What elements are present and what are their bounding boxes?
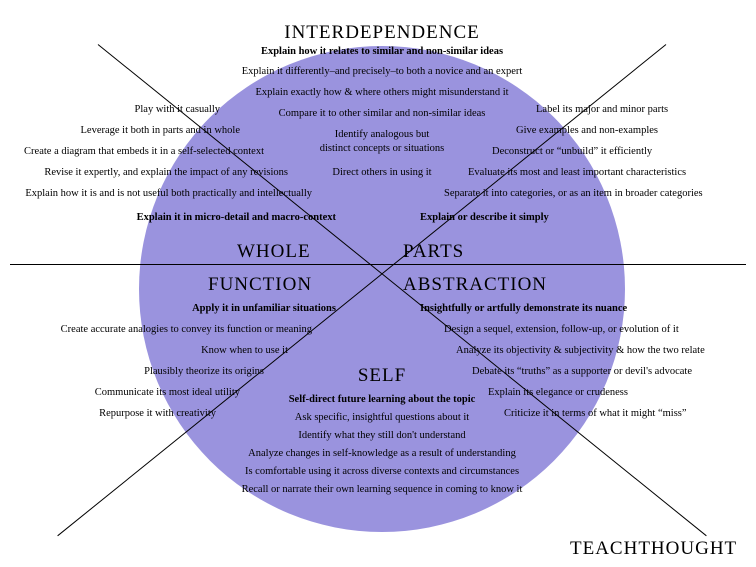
parts-line-2: Deconstruct or “unbuild” it efficiently <box>492 147 652 158</box>
heading-self: SELF <box>358 365 406 387</box>
self-line-3: Is comfortable using it across diverse c… <box>245 467 519 478</box>
self-line-2: Analyze changes in self-knowledge as a r… <box>248 449 516 460</box>
interdependence-line-3a: Identify analogous but <box>335 130 429 141</box>
interdependence-line-4: Direct others in using it <box>332 168 431 179</box>
whole-line-2: Create a diagram that embeds it in a sel… <box>24 147 264 158</box>
whole-bold: Explain it in micro-detail and macro-con… <box>137 213 336 224</box>
function-bold: Apply it in unfamiliar situations <box>192 304 336 315</box>
parts-line-0: Label its major and minor parts <box>536 105 668 116</box>
heading-teachthought: TEACHTHOUGHT <box>570 538 737 560</box>
function-line-4: Repurpose it with creativity <box>99 409 216 420</box>
abstraction-line-4: Criticize it in terms of what it might “… <box>504 409 687 420</box>
parts-line-4: Separate it into categories, or as an it… <box>444 189 703 200</box>
heading-whole: WHOLE <box>237 241 311 263</box>
function-line-3: Communicate its most ideal utility <box>95 388 240 399</box>
abstraction-bold: Insightfully or artfully demonstrate its… <box>420 304 627 315</box>
self-line-0: Ask specific, insightful questions about… <box>295 413 469 424</box>
interdependence-line-1: Explain exactly how & where others might… <box>255 88 508 99</box>
interdependence-line-2: Compare it to other similar and non-simi… <box>279 109 486 120</box>
heading-interdependence: INTERDEPENDENCE <box>284 22 479 44</box>
abstraction-line-2: Debate its “truths” as a supporter or de… <box>472 367 692 378</box>
function-line-2: Plausibly theorize its origins <box>144 367 264 378</box>
self-bold: Self-direct future learning about the to… <box>289 395 476 406</box>
interdependence-line-3b: distinct concepts or situations <box>320 144 445 155</box>
parts-line-1: Give examples and non-examples <box>516 126 658 137</box>
heading-abstraction: ABSTRACTION <box>403 274 547 296</box>
interdependence-line-0: Explain it differently–and precisely–to … <box>242 67 523 78</box>
function-line-0: Create accurate analogies to convey its … <box>61 325 312 336</box>
self-line-1: Identify what they still don't understan… <box>298 431 465 442</box>
abstraction-line-1: Analyze its objectivity & subjectivity &… <box>456 346 705 357</box>
function-line-1: Know when to use it <box>201 346 288 357</box>
self-line-4: Recall or narrate their own learning seq… <box>242 485 523 496</box>
whole-line-4: Explain how it is and is not useful both… <box>25 189 312 200</box>
heading-function: FUNCTION <box>208 274 312 296</box>
parts-line-3: Evaluate its most and least important ch… <box>468 168 686 179</box>
heading-parts: PARTS <box>403 241 464 263</box>
abstraction-line-0: Design a sequel, extension, follow-up, o… <box>444 325 679 336</box>
whole-line-0: Play with it casually <box>135 105 220 116</box>
whole-line-1: Leverage it both in parts and in whole <box>81 126 241 137</box>
horizontal-divider <box>10 264 746 265</box>
interdependence-bold: Explain how it relates to similar and no… <box>261 47 503 58</box>
parts-bold: Explain or describe it simply <box>420 213 549 224</box>
whole-line-3: Revise it expertly, and explain the impa… <box>44 168 288 179</box>
abstraction-line-3: Explain its elegance or crudeness <box>488 388 628 399</box>
